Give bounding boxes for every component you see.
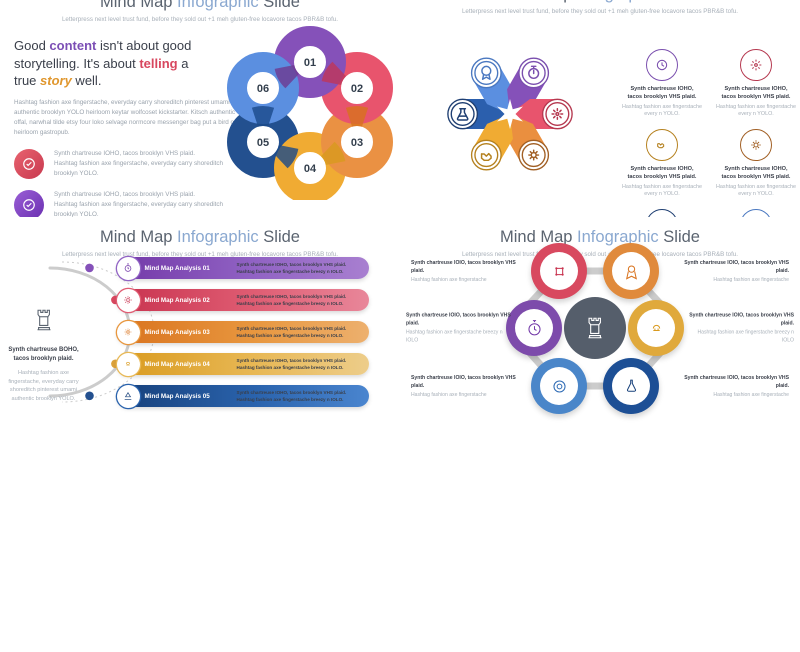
svg-text:04: 04 <box>304 163 317 175</box>
svg-text:01: 01 <box>304 57 316 69</box>
svg-text:02: 02 <box>351 83 363 95</box>
svg-text:06: 06 <box>257 83 269 95</box>
svg-text:03: 03 <box>351 137 363 149</box>
svg-text:05: 05 <box>257 137 269 149</box>
